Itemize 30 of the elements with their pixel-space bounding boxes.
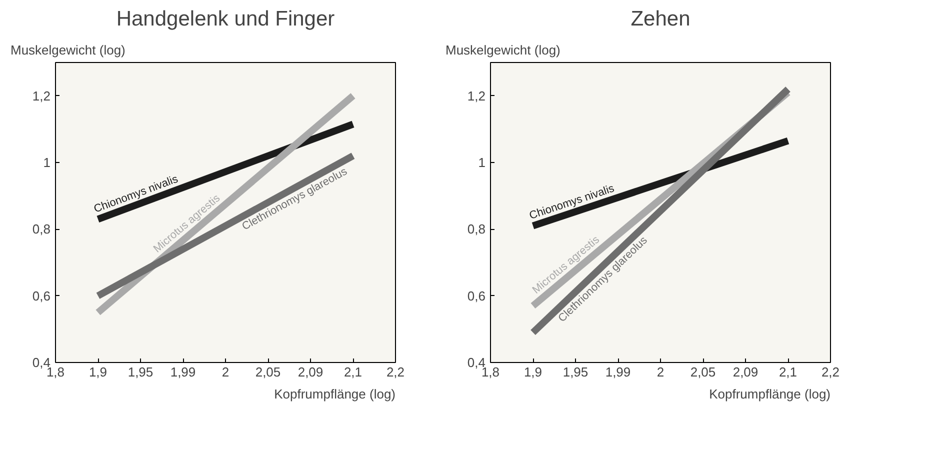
y-tick-label: 1 — [478, 155, 486, 170]
x-tick-label: 1,95 — [562, 364, 588, 380]
y-tick-label: 1 — [43, 155, 51, 170]
y-tick-label: 1,2 — [32, 88, 51, 104]
x-tick-label: 2,05 — [255, 364, 281, 380]
x-tick-label: 2,09 — [732, 364, 758, 380]
chart-title: Zehen — [630, 8, 690, 30]
x-tick-label: 1,99 — [170, 364, 196, 380]
x-tick-label: 2,1 — [344, 364, 362, 380]
x-tick-label: 1,95 — [128, 364, 154, 380]
y-axis-title: Muskelgewicht (log) — [10, 42, 126, 58]
x-tick-label: 1,9 — [88, 364, 108, 380]
y-axis-title: Muskelgewicht (log) — [446, 42, 560, 58]
y-tick-label: 1,2 — [467, 88, 486, 104]
x-tick-label: 2,09 — [298, 364, 324, 380]
chart-title: Handgelenk und Finger — [116, 8, 335, 30]
y-tick-label: 0,6 — [32, 288, 51, 304]
x-tick-label: 2 — [656, 364, 664, 380]
x-tick-label: 2 — [222, 364, 230, 380]
x-tick-label: 2,2 — [821, 364, 840, 380]
x-tick-label: 1,99 — [605, 364, 631, 380]
x-tick-label: 2,1 — [778, 364, 798, 380]
x-tick-label: 1,9 — [524, 364, 542, 380]
x-tick-label: 2,05 — [690, 364, 716, 380]
y-tick-label: 0,6 — [467, 288, 486, 304]
y-tick-label: 0,8 — [467, 222, 486, 237]
x-axis-title: Kopfrumpflänge (log) — [274, 386, 396, 402]
x-tick-label: 2,2 — [386, 364, 405, 380]
x-axis-title: Kopfrumpflänge (log) — [709, 386, 831, 402]
y-tick-label: 0,8 — [32, 222, 51, 237]
